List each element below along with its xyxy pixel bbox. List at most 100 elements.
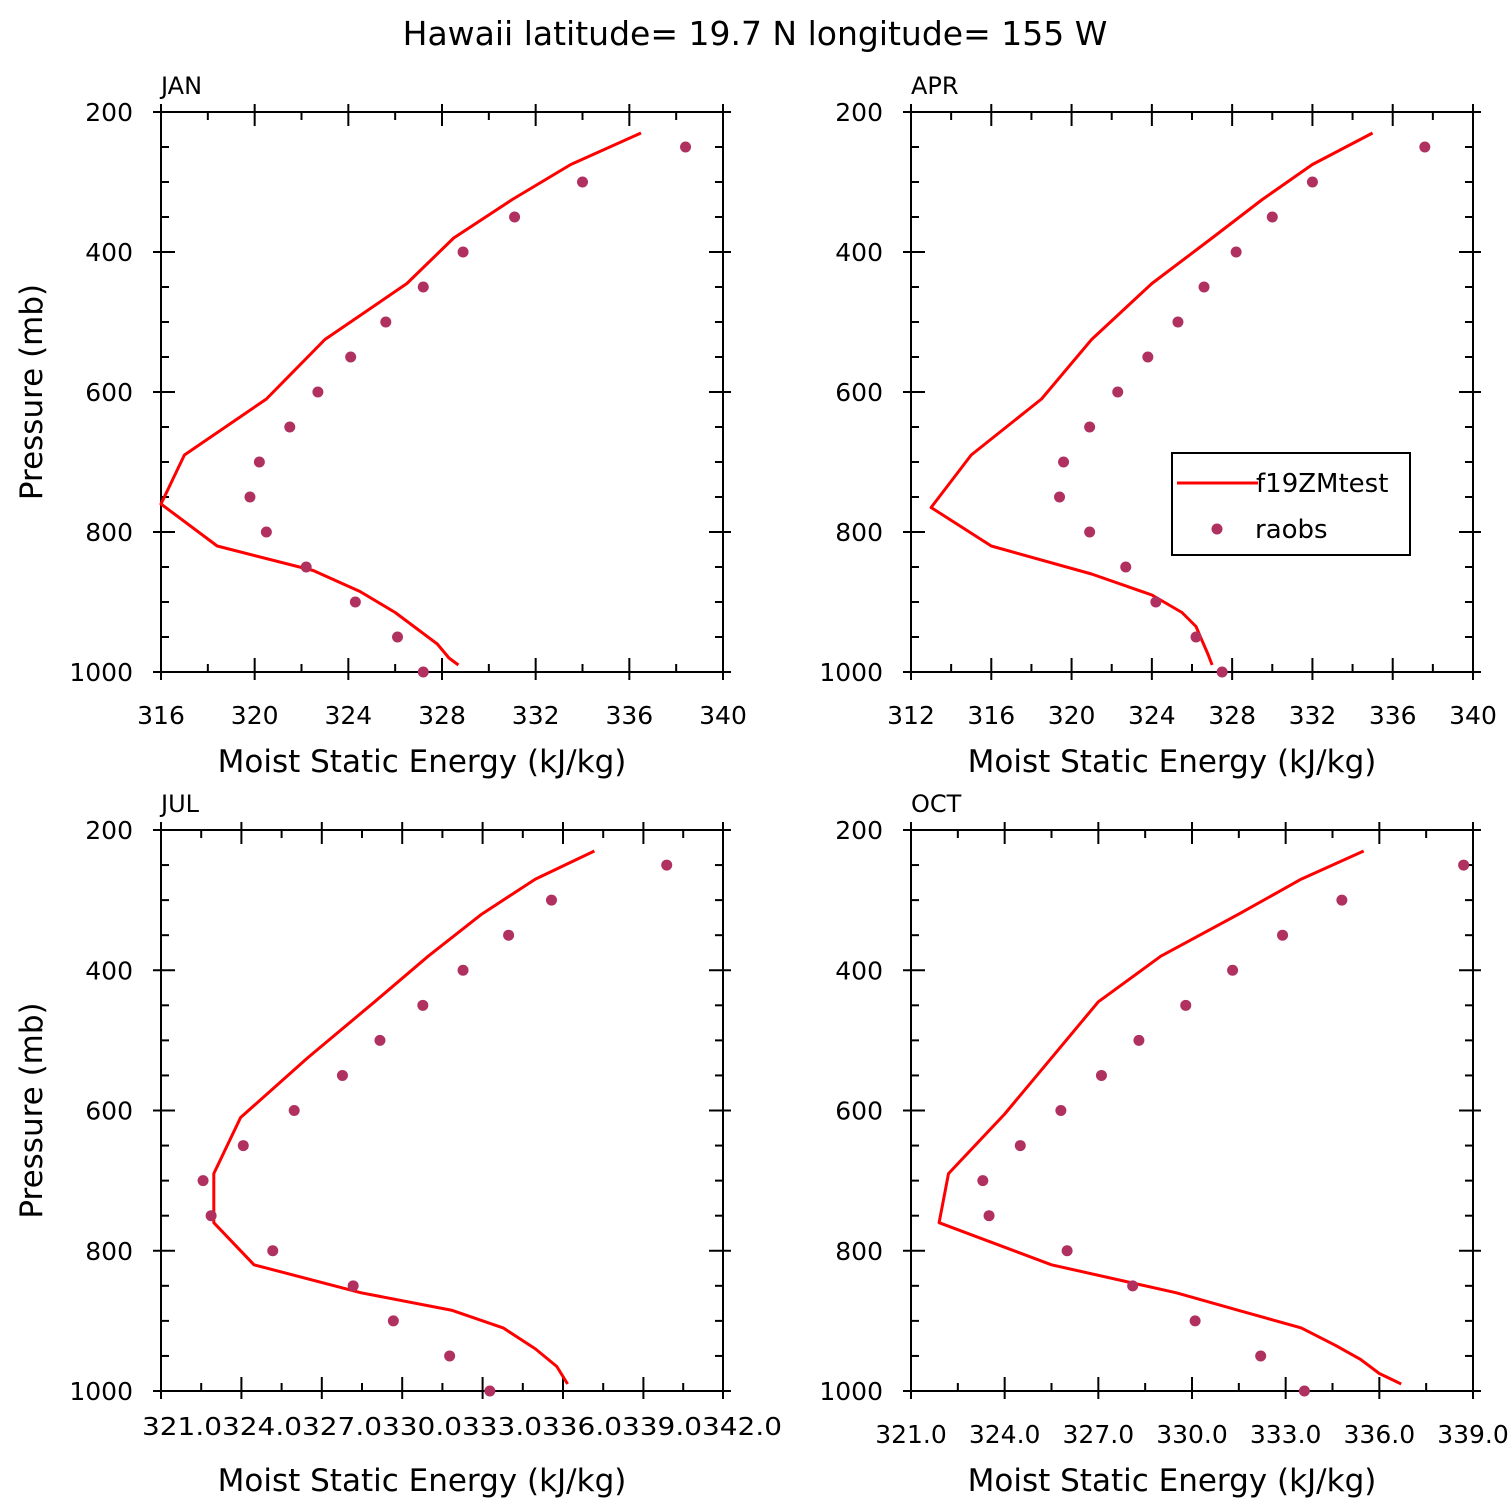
obs-point (509, 211, 521, 223)
x-tick-label: 324 (1128, 701, 1176, 730)
figure-title: Hawaii latitude= 19.7 N longitude= 155 W (403, 14, 1108, 53)
y-tick-label: 400 (85, 956, 133, 985)
obs-point (545, 894, 557, 906)
obs-point (457, 964, 469, 976)
panel-jul: JUL 200 400 600 800 1000 321.0324.0327.0330.03… (14, 790, 782, 1499)
y-tick-label: 800 (85, 1237, 133, 1266)
x-tick-label: 340 (699, 701, 747, 730)
obs-point (1120, 561, 1132, 573)
obs-point (1180, 999, 1192, 1011)
y-tick-label: 600 (835, 378, 883, 407)
x-tick-label: 324 (324, 701, 372, 730)
obs-point (1189, 1315, 1201, 1327)
legend-obs-label: raobs (1255, 515, 1328, 545)
obs-point (1150, 596, 1162, 608)
x-tick-label: 320 (231, 701, 279, 730)
obs-point (380, 316, 392, 328)
obs-point (1198, 281, 1210, 293)
y-tick-label: 1000 (69, 1377, 133, 1406)
panel-title: JUL (159, 790, 200, 818)
obs-point (197, 1175, 209, 1187)
legend-model-label: f19ZMtest (1256, 469, 1388, 499)
obs-point (1054, 491, 1066, 503)
obs-point (312, 386, 324, 398)
obs-point (680, 141, 692, 153)
obs-point (1058, 456, 1070, 468)
panels: JAN 200 400 600 800 1000 316 320 324 328 332 336 340… (14, 72, 1509, 1499)
obs-point (1095, 1069, 1107, 1081)
obs-point (1142, 351, 1154, 363)
obs-point (1172, 316, 1184, 328)
x-axis-label: Moist Static Energy (kJ/kg) (218, 744, 627, 780)
x-axis-label: Moist Static Energy (kJ/kg) (968, 1463, 1377, 1499)
y-tick-label: 200 (835, 98, 883, 127)
y-tick-label: 800 (835, 518, 883, 547)
obs-point (444, 1350, 456, 1362)
obs-point (1127, 1280, 1139, 1292)
panel-title: JAN (159, 72, 202, 100)
panel-title: APR (911, 72, 959, 100)
obs-point (345, 351, 357, 363)
y-tick-label: 800 (85, 518, 133, 547)
legend: f19ZMtest raobs (1171, 452, 1411, 556)
plot-frame (160, 829, 724, 1392)
y-tick-label: 400 (85, 238, 133, 267)
x-tick-label: 336.0 (1344, 1420, 1416, 1449)
x-tick-label: 336 (1369, 701, 1417, 730)
x-tick-label: 336 (605, 701, 653, 730)
panel-title: OCT (911, 790, 962, 818)
panel-oct: OCT 200 400 600 800 1000 321.0 324.0 327.0 330.0 3… (819, 790, 1508, 1499)
x-tick-label: 340 (1449, 701, 1497, 730)
obs-point (1112, 386, 1124, 398)
obs-point (1306, 176, 1318, 188)
legend-box (1171, 452, 1411, 556)
x-tick-label: 333.0 (1250, 1420, 1322, 1449)
x-tick-label: 339.0 (1437, 1420, 1509, 1449)
plot-frame (910, 111, 1474, 673)
obs-point (661, 859, 673, 871)
x-tick-label: 316 (967, 701, 1015, 730)
y-tick-label: 200 (835, 816, 883, 845)
obs-point (417, 999, 429, 1011)
obs-point (374, 1034, 386, 1046)
obs-point (484, 1385, 496, 1397)
obs-point (1419, 141, 1431, 153)
obs-point (417, 281, 429, 293)
obs-point (1216, 666, 1228, 678)
obs-point (1458, 859, 1470, 871)
obs-point (503, 929, 515, 941)
obs-point (253, 456, 265, 468)
obs-point (1277, 929, 1289, 941)
x-tick-label: 321.0 (875, 1420, 947, 1449)
x-axis-label: Moist Static Energy (kJ/kg) (968, 744, 1377, 780)
model-line (937, 849, 1402, 1386)
obs-point (1084, 421, 1096, 433)
y-tick-label: 400 (835, 238, 883, 267)
x-tick-label: 312 (887, 701, 935, 730)
obs-point (288, 1105, 300, 1116)
obs-point (1230, 246, 1242, 258)
obs-point (1255, 1350, 1267, 1362)
y-tick-label: 600 (85, 1097, 133, 1126)
obs-point (205, 1210, 217, 1222)
obs-point (347, 1280, 359, 1292)
obs-point (1084, 526, 1096, 538)
obs-point (267, 1245, 279, 1257)
x-tick-label: 328 (418, 701, 466, 730)
obs-point (349, 596, 361, 608)
obs-point (1190, 631, 1202, 643)
y-tick-label: 1000 (819, 658, 883, 687)
x-tick-label: 330.0 (1156, 1420, 1228, 1449)
x-axis-label: Moist Static Energy (kJ/kg) (218, 1463, 627, 1499)
x-tick-label: 332 (512, 701, 560, 730)
y-tick-label: 800 (835, 1237, 883, 1266)
obs-point (1014, 1140, 1026, 1152)
plot-frame (910, 829, 1474, 1392)
y-tick-label: 400 (835, 956, 883, 985)
x-tick-label: 328 (1208, 701, 1256, 730)
obs-point (237, 1140, 249, 1152)
y-axis-label: Pressure (mb) (14, 1002, 50, 1218)
x-tick-label: 332 (1289, 701, 1337, 730)
